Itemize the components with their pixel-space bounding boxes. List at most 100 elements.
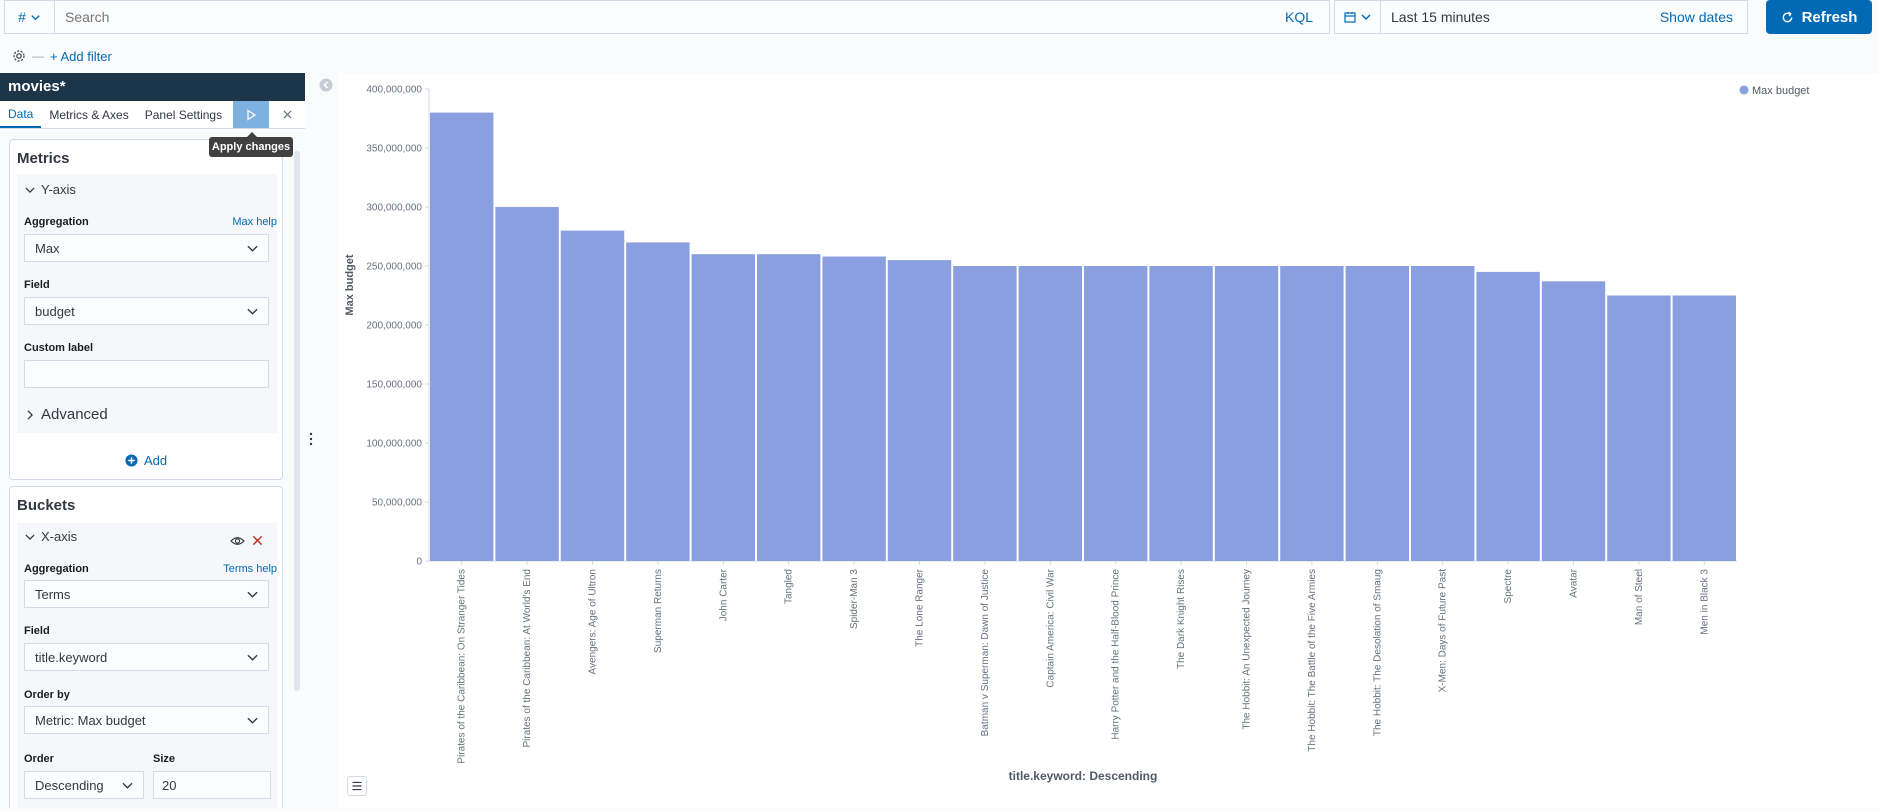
bar[interactable]: [757, 254, 821, 561]
legend-dot[interactable]: [1739, 85, 1749, 95]
tab-metrics-axes[interactable]: Metrics & Axes: [49, 107, 129, 122]
bar[interactable]: [1476, 271, 1540, 561]
eye-icon[interactable]: [230, 535, 245, 547]
x-tick-label: Avengers: Age of Ultron: [588, 569, 599, 674]
query-language-toggle[interactable]: #: [5, 1, 55, 33]
field-select[interactable]: title.keyword: [24, 643, 269, 671]
bar[interactable]: [1541, 281, 1606, 561]
add-filter-button[interactable]: + Add filter: [50, 48, 112, 64]
x-tick-label: Spectre: [1503, 569, 1514, 604]
legend-label[interactable]: Max budget: [1752, 85, 1809, 97]
buckets-title: Buckets: [17, 497, 76, 514]
quick-select-button[interactable]: [1335, 1, 1381, 33]
order-select[interactable]: Descending: [24, 771, 144, 799]
top-bar: # KQL Last 15 minutes Show dates Refresh: [0, 0, 1878, 36]
y-tick-label: 400,000,000: [366, 85, 422, 96]
search-input[interactable]: [55, 1, 1285, 33]
size-input[interactable]: 20: [153, 771, 271, 799]
list-icon: [352, 781, 362, 791]
bar[interactable]: [495, 207, 559, 561]
metrics-card: Metrics Y-axis Aggregation Max help Max …: [9, 139, 283, 480]
bar[interactable]: [626, 242, 690, 561]
chevron-down-icon: [1360, 14, 1371, 21]
index-pattern-title: movies*: [0, 73, 305, 101]
chevron-down-icon: [25, 186, 35, 193]
y-axis-title: Max budget: [344, 254, 356, 315]
advanced-label: Advanced: [41, 406, 108, 423]
bar[interactable]: [691, 254, 755, 561]
bar[interactable]: [1607, 295, 1671, 562]
chevron-down-icon: [247, 717, 258, 724]
bar[interactable]: [1411, 266, 1475, 561]
y-tick-label: 150,000,000: [366, 380, 422, 391]
chevron-right-icon: [27, 409, 33, 420]
kql-toggle[interactable]: KQL: [1284, 9, 1313, 25]
x-axis-agg: X-axis Aggregation Terms help Terms Fiel…: [17, 523, 277, 808]
field-select[interactable]: budget: [24, 297, 269, 325]
x-axis-toggle[interactable]: X-axis: [25, 529, 77, 544]
y-tick-label: 50,000,000: [372, 498, 422, 509]
bar[interactable]: [1214, 266, 1279, 561]
chevron-down-icon: [247, 591, 258, 598]
bar[interactable]: [1280, 266, 1344, 561]
remove-icon[interactable]: [252, 535, 263, 546]
date-picker: Last 15 minutes Show dates: [1334, 0, 1748, 34]
add-label: Add: [144, 453, 168, 468]
y-axis-agg: Y-axis Aggregation Max help Max Field bu…: [17, 174, 277, 433]
bar[interactable]: [430, 112, 494, 561]
order-label: Order: [24, 753, 54, 765]
add-metric-button[interactable]: Add: [125, 453, 167, 468]
bar[interactable]: [822, 256, 886, 561]
bar[interactable]: [1018, 266, 1082, 561]
plus-circle-icon: [125, 454, 138, 467]
x-tick-label: Tangled: [784, 569, 795, 604]
sidebar-scrollbar[interactable]: [294, 151, 300, 691]
buckets-card: Buckets X-axis Aggregation Terms help Te…: [9, 486, 283, 808]
bar[interactable]: [1084, 266, 1148, 561]
bar[interactable]: [560, 230, 625, 561]
x-tick-label: Avatar: [1569, 568, 1580, 597]
tab-panel-settings[interactable]: Panel Settings: [144, 107, 223, 122]
close-icon: [282, 110, 292, 119]
chevron-down-icon: [122, 782, 133, 789]
query-bar: # KQL: [4, 0, 1330, 34]
refresh-button[interactable]: Refresh: [1766, 0, 1872, 34]
x-axis-label: X-axis: [41, 529, 78, 544]
apply-changes-tooltip: Apply changes: [209, 132, 293, 157]
x-tick-label: The Lone Ranger: [915, 568, 926, 647]
bar[interactable]: [887, 260, 952, 561]
order-by-select[interactable]: Metric: Max budget: [24, 706, 269, 734]
legend-toggle-button[interactable]: [347, 776, 367, 796]
aggregation-select[interactable]: Max: [24, 234, 269, 262]
tab-data[interactable]: Data: [0, 101, 42, 128]
chevron-down-icon: [31, 14, 40, 20]
calendar-icon: [1343, 12, 1356, 23]
x-tick-label: Spider-Man 3: [849, 569, 860, 629]
y-tick-label: 200,000,000: [366, 321, 422, 332]
collapse-sidebar-icon[interactable]: [319, 78, 333, 92]
bar[interactable]: [1345, 266, 1409, 561]
max-help-link[interactable]: Max help: [232, 216, 277, 228]
y-axis-toggle[interactable]: Y-axis: [25, 182, 76, 197]
bar[interactable]: [953, 266, 1017, 561]
resize-handle[interactable]: [308, 430, 314, 448]
chevron-down-icon: [247, 654, 258, 661]
bar[interactable]: [1672, 295, 1736, 562]
custom-label-label: Custom label: [24, 342, 94, 354]
advanced-toggle[interactable]: Advanced: [25, 406, 108, 423]
refresh-label: Refresh: [1801, 8, 1858, 26]
visualization-panel: 0 50,000,000 100,000,000 150,000,000 200,000…: [339, 73, 1878, 808]
metrics-title: Metrics: [17, 150, 70, 167]
custom-label-input[interactable]: [24, 360, 269, 388]
bar[interactable]: [1149, 266, 1213, 561]
aggregation-select[interactable]: Terms: [24, 580, 269, 608]
gear-icon[interactable]: [12, 49, 26, 63]
date-range-text[interactable]: Last 15 minutes: [1391, 9, 1490, 25]
chevron-down-icon: [247, 245, 258, 252]
discard-button[interactable]: [277, 101, 297, 128]
terms-help-link[interactable]: Terms help: [223, 563, 277, 575]
y-tick-label: 250,000,000: [366, 262, 422, 273]
apply-changes-button[interactable]: [233, 101, 269, 128]
field-value: budget: [35, 303, 75, 319]
show-dates-link[interactable]: Show dates: [1659, 9, 1733, 25]
